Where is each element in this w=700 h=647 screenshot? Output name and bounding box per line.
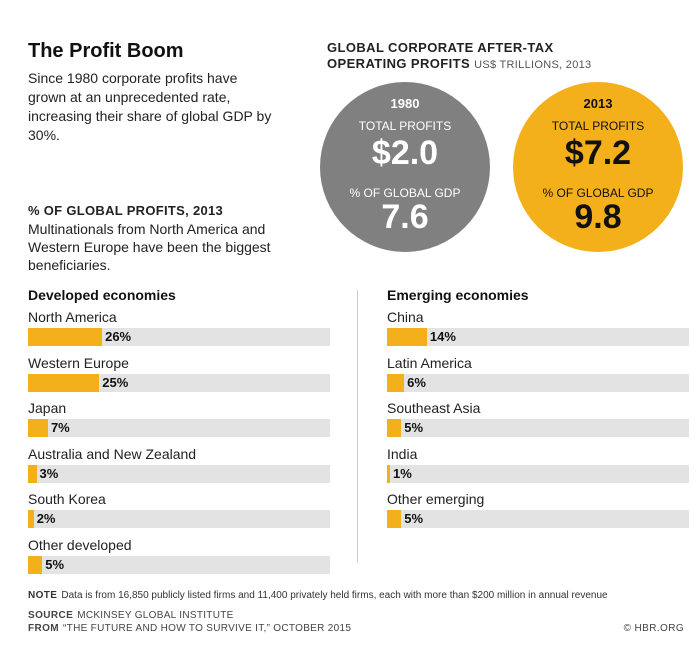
circle-2013-gdp-share: 9.8 (574, 198, 622, 236)
bar-north-america (28, 328, 103, 346)
bar-india (387, 464, 390, 483)
bar-track-western-europe (28, 373, 330, 392)
bar-value-india: 1% (393, 465, 412, 481)
source-text: MCKINSEY GLOBAL INSTITUTE (77, 610, 234, 621)
bar-value-north-america: 26% (105, 329, 132, 344)
bar-track-australia-and-new-zealand (28, 464, 330, 483)
bar-value-japan: 7% (50, 420, 70, 435)
circle-2013: 2013 TOTAL PROFITS $7.2 % OF GLOBAL GDP … (513, 82, 683, 252)
bar-label-western-europe: Western Europe (28, 354, 129, 371)
footer-credit: © HBR.ORG (623, 623, 684, 634)
bar-label-australia-and-new-zealand: Australia and New Zealand (28, 445, 197, 462)
bar-value-western-europe: 25% (102, 374, 129, 390)
bar-value-australia-and-new-zealand: 3% (39, 465, 59, 481)
developed-economies-title: Developed economies (28, 287, 176, 303)
bar-label-north-america: North America (28, 309, 117, 325)
bar-latin-america (387, 373, 405, 392)
bar-other-developed (28, 555, 43, 574)
global-title-line1: GLOBAL CORPORATE AFTER-TAX (327, 40, 554, 55)
bar-label-india: India (387, 445, 418, 462)
note-label: NOTE (28, 590, 58, 601)
bar-label-southeast-asia: Southeast Asia (387, 400, 481, 416)
circle-2013-year: 2013 (583, 96, 613, 111)
bar-track-japan (28, 419, 330, 437)
bar-label-other-developed: Other developed (28, 536, 132, 553)
global-title-line2: OPERATING PROFITS US$ TRILLIONS, 2013 (327, 56, 591, 73)
circle-2013-gdp-label: % OF GLOBAL GDP (542, 186, 654, 200)
global-unit: US$ TRILLIONS, 2013 (474, 59, 592, 71)
circle-1980-profits: $2.0 (371, 134, 439, 172)
bar-value-south-korea: 2% (36, 511, 56, 526)
circle-2013-profits-label: TOTAL PROFITS (551, 119, 645, 133)
share-section-title: % OF GLOBAL PROFITS, 2013 (28, 203, 224, 218)
bar-southeast-asia (387, 419, 402, 437)
bar-track-latin-america (387, 373, 689, 392)
column-divider (357, 290, 358, 563)
circle-1980-year: 1980 (390, 96, 420, 111)
share-section-description: Multinationals from North America and We… (28, 221, 271, 273)
bar-value-latin-america: 6% (407, 374, 426, 390)
footer-from: FROM “THE FUTURE AND HOW TO SURVIVE IT,” … (28, 623, 351, 634)
circle-2013-profits: $7.2 (564, 134, 632, 172)
bar-track-south-korea (28, 510, 330, 528)
bar-track-india (387, 464, 689, 483)
bar-other-emerging (387, 510, 402, 528)
bar-south-korea (28, 510, 34, 528)
circle-1980: 1980 TOTAL PROFITS $2.0 % OF GLOBAL GDP … (320, 82, 490, 252)
bar-track-other-developed (28, 555, 330, 574)
bar-value-china: 14% (429, 329, 456, 344)
bar-value-southeast-asia: 5% (404, 420, 424, 435)
note-text: Data is from 16,850 publicly listed firm… (61, 590, 608, 601)
bar-track-china (387, 328, 689, 346)
circle-1980-gdp-label: % OF GLOBAL GDP (349, 186, 461, 200)
bar-japan (28, 419, 48, 437)
bar-label-other-emerging: Other emerging (387, 491, 485, 507)
bar-track-other-emerging (387, 510, 689, 528)
bar-western-europe (28, 373, 100, 392)
bar-label-japan: Japan (28, 400, 67, 416)
bar-value-other-developed: 5% (45, 556, 65, 572)
circle-1980-gdp-share: 7.6 (381, 198, 429, 236)
bar-value-other-emerging: 5% (404, 511, 424, 526)
intro-text: Since 1980 corporate profits have grown … (28, 70, 272, 143)
bar-track-north-america (28, 328, 330, 346)
global-title-line2-text: OPERATING PROFITS (327, 56, 471, 71)
global-profits-title: GLOBAL CORPORATE AFTER-TAX OPERATING PRO… (327, 40, 591, 73)
from-label: FROM (28, 623, 60, 634)
emerging-economies-title: Emerging economies (387, 287, 529, 303)
footer-source: SOURCE MCKINSEY GLOBAL INSTITUTE (28, 610, 234, 621)
bar-australia-and-new-zealand (28, 464, 37, 483)
bar-track-southeast-asia (387, 419, 689, 437)
bar-label-china: China (387, 309, 424, 325)
source-label: SOURCE (28, 610, 74, 621)
bar-china (387, 328, 427, 346)
bar-label-latin-america: Latin America (387, 354, 472, 371)
footer-note: NOTE Data is from 16,850 publicly listed … (28, 590, 608, 601)
from-text: “THE FUTURE AND HOW TO SURVIVE IT,” OCTO… (63, 623, 352, 634)
bar-label-south-korea: South Korea (28, 491, 106, 507)
circle-1980-profits-label: TOTAL PROFITS (358, 119, 452, 133)
page-title: The Profit Boom (28, 40, 184, 62)
